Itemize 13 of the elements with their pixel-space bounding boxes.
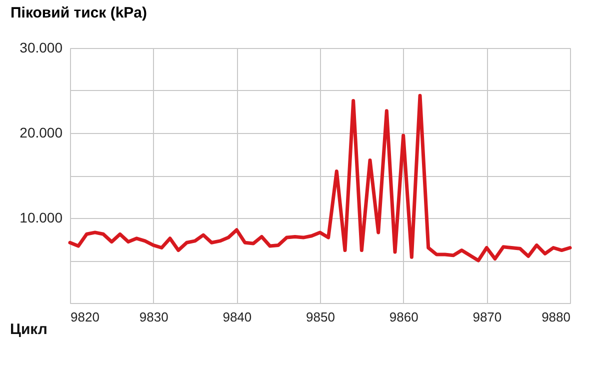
x-tick-label: 9880 bbox=[542, 310, 570, 324]
y-axis-title: Піковий тиск (kPa) bbox=[10, 4, 148, 22]
line-series bbox=[68, 94, 572, 262]
y-tick-label: 30.000 bbox=[20, 40, 63, 56]
x-tick-label: 9870 bbox=[472, 310, 502, 324]
y-tick-label: 20.000 bbox=[20, 124, 63, 140]
x-axis-title: Цикл bbox=[10, 321, 48, 338]
x-tick-label: 9820 bbox=[70, 310, 100, 324]
x-tick-label: 9850 bbox=[306, 310, 335, 324]
x-tick-label: 9840 bbox=[222, 310, 252, 324]
x-tick-label: 9830 bbox=[139, 310, 168, 324]
y-tick-label: 10.000 bbox=[20, 210, 63, 226]
x-tick-label: 9860 bbox=[389, 310, 418, 324]
